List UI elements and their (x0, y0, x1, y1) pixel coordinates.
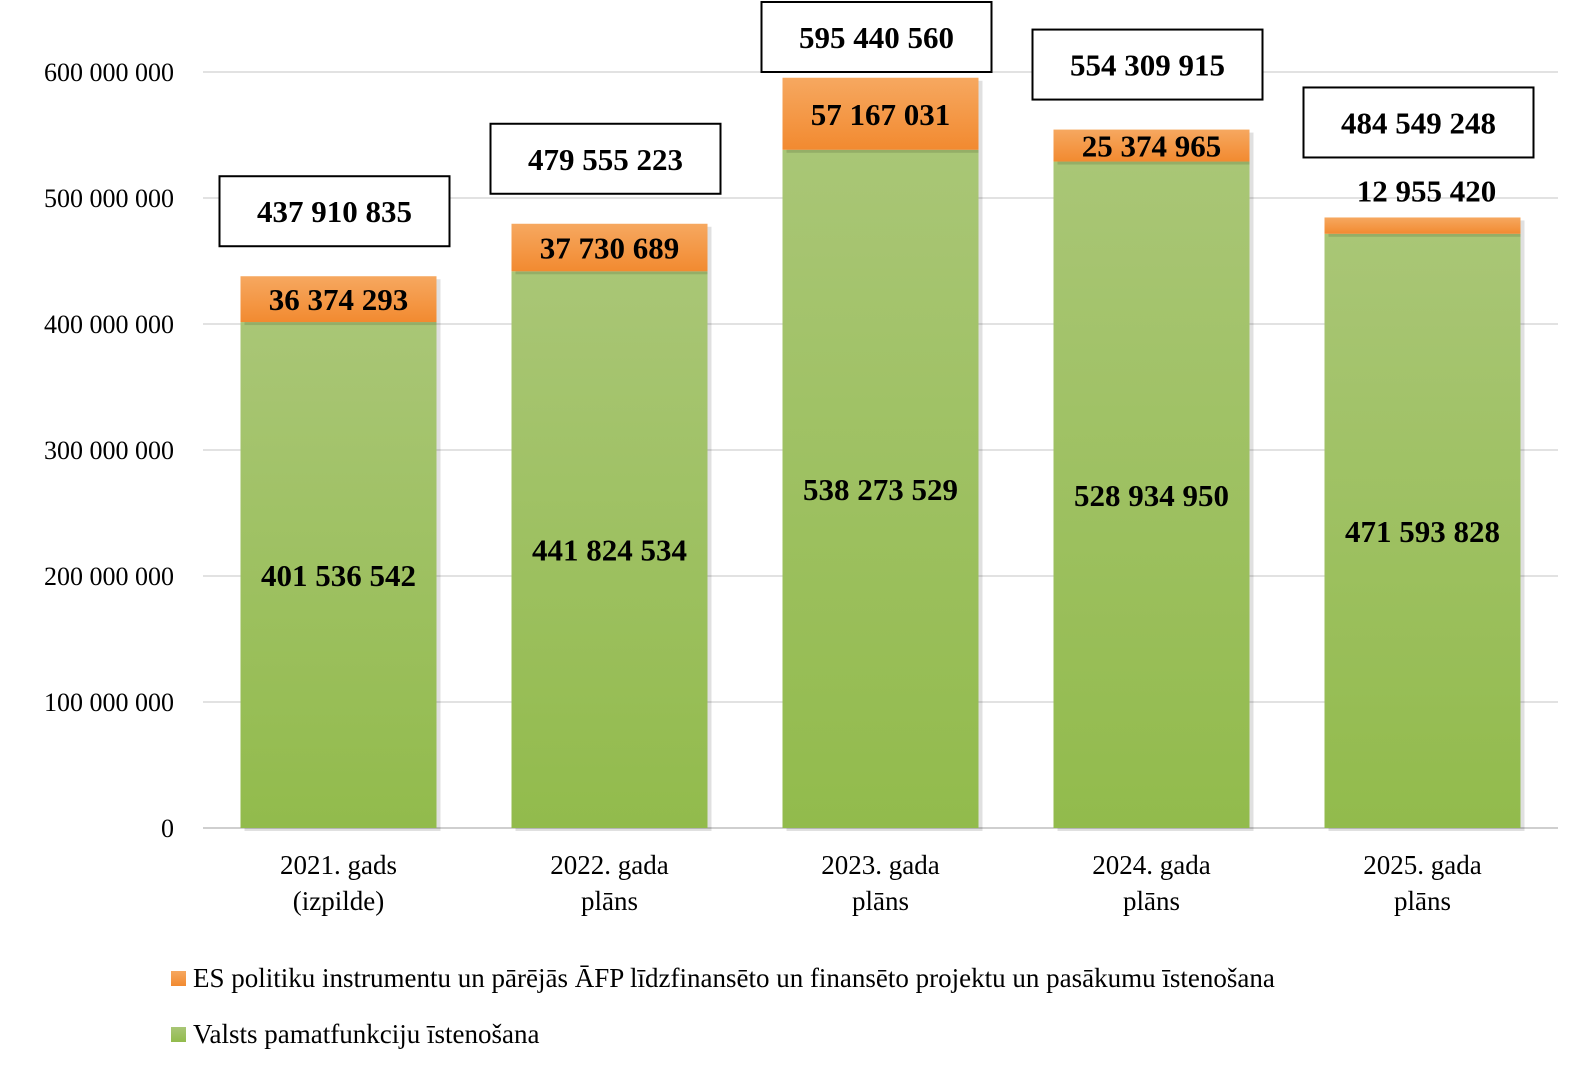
y-tick-label: 400 000 000 (44, 310, 174, 339)
legend-swatch (171, 1027, 186, 1042)
total-box (1031, 28, 1264, 101)
x-tick-label: 2024. gada plāns (1092, 850, 1210, 916)
x-tick-label-line: plāns (852, 886, 909, 916)
x-axis-ticks: 2021. gads (izpilde)2022. gada plāns2023. … (280, 850, 1482, 916)
legend: ES politiku instrumentu un pārējās ĀFP l… (171, 963, 1275, 1049)
data-labels-layer: 401 536 542 36 374 293 437 910 835 441 824 … (218, 1, 1535, 593)
data-label-eu: 12 955 420 (1357, 173, 1497, 208)
bars-layer (240, 77, 1525, 832)
x-tick-label-line: 2025. gada (1363, 850, 1481, 880)
bar-segment-core (1324, 233, 1521, 829)
y-tick-label: 0 (161, 814, 174, 843)
total-box (1302, 86, 1535, 159)
data-label-eu: 57 167 031 (811, 97, 951, 132)
y-tick-label: 200 000 000 (44, 562, 174, 591)
y-tick-label: 600 000 000 (44, 58, 174, 87)
legend-swatch (171, 971, 186, 986)
total-box (218, 175, 451, 248)
y-tick-label: 300 000 000 (44, 436, 174, 465)
total-box (760, 1, 993, 73)
x-tick-label: 2025. gada plāns (1363, 850, 1481, 916)
bar-segment-eu (1053, 129, 1250, 162)
x-tick-label-line: 2022. gada (550, 850, 668, 880)
x-tick-label: 2023. gada plāns (821, 850, 939, 916)
x-tick-label-line: 2023. gada (821, 850, 939, 880)
x-tick-label-line: 2024. gada (1092, 850, 1210, 880)
total-label: 437 910 835 (257, 194, 412, 229)
x-tick-label: 2022. gada plāns (550, 850, 668, 916)
bar-segment-core (511, 271, 708, 828)
y-tick-label: 100 000 000 (44, 688, 174, 717)
data-label-core: 471 593 828 (1345, 514, 1500, 549)
bar-segment-eu (1324, 217, 1521, 234)
data-label-eu: 37 730 689 (540, 231, 680, 266)
bar-segment-core (1053, 161, 1250, 828)
data-label-core: 401 536 542 (261, 558, 416, 593)
y-axis-ticks: 0 100 000 000 200 000 000 300 000 000 400 00… (44, 58, 174, 843)
total-label: 554 309 915 (1070, 48, 1225, 83)
legend-label: ES politiku instrumentu un pārējās ĀFP l… (193, 963, 1275, 993)
bar-segment-core (240, 322, 437, 828)
x-tick-label-line: 2021. gads (280, 850, 397, 880)
data-label-core: 528 934 950 (1074, 478, 1229, 513)
data-label-core: 538 273 529 (803, 472, 958, 507)
y-tick-label: 500 000 000 (44, 184, 174, 213)
data-label-eu: 36 374 293 (269, 282, 409, 317)
bar-segment-eu (511, 223, 708, 272)
total-box (489, 122, 722, 195)
data-label-core: 441 824 534 (532, 533, 687, 568)
x-tick-label: 2021. gads (izpilde) (280, 850, 397, 916)
data-label-eu: 25 374 965 (1082, 129, 1222, 164)
total-label: 595 440 560 (799, 20, 954, 55)
total-label: 484 549 248 (1341, 105, 1496, 140)
bar-segment-eu (240, 276, 437, 323)
x-tick-label-line: plāns (1123, 886, 1180, 916)
bar-segment-core (782, 149, 979, 828)
x-tick-label-line: (izpilde) (293, 886, 384, 916)
total-label: 479 555 223 (528, 142, 683, 177)
x-tick-label-line: plāns (1394, 886, 1451, 916)
bar-segment-eu (782, 77, 979, 150)
x-tick-label-line: plāns (581, 886, 638, 916)
legend-label: Valsts pamatfunkciju īstenošana (193, 1019, 539, 1049)
